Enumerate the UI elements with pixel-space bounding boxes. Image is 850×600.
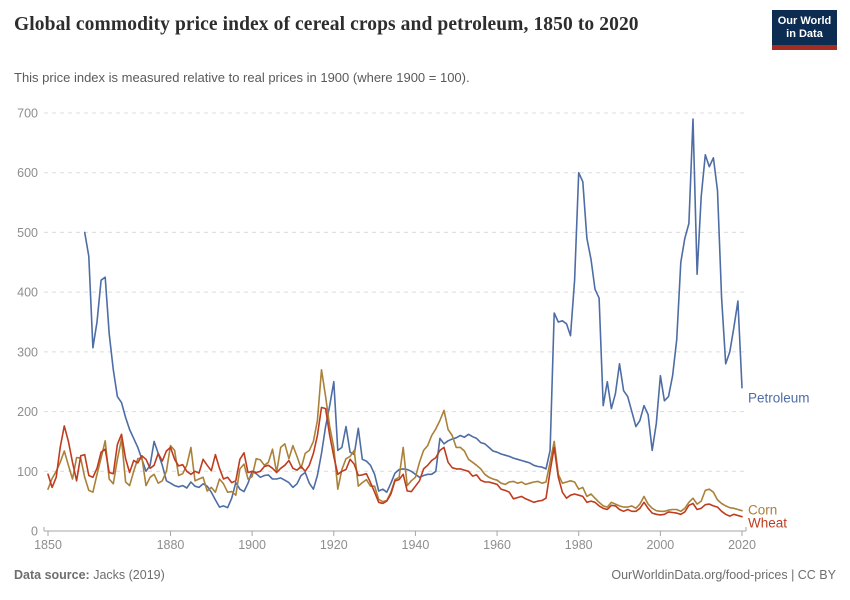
y-axis-tick-label: 100 <box>17 465 38 479</box>
credit-link[interactable]: OurWorldinData.org/food-prices | CC BY <box>611 568 836 582</box>
data-source-label: Data source: <box>14 568 90 582</box>
x-axis-tick-label: 1920 <box>320 538 348 552</box>
series-label-wheat: Wheat <box>748 516 787 531</box>
owid-logo-line1: Our World <box>777 14 832 27</box>
series-line-petroleum[interactable] <box>83 118 743 509</box>
owid-logo[interactable]: Our World in Data <box>772 10 837 50</box>
x-axis-tick-label: 1940 <box>402 538 430 552</box>
x-axis-tick-label: 1980 <box>565 538 593 552</box>
page-title: Global commodity price index of cereal c… <box>14 14 639 35</box>
y-axis-tick-label: 0 <box>31 525 38 539</box>
y-axis-tick-label: 700 <box>17 107 38 121</box>
data-source-value: Jacks (2019) <box>89 568 165 582</box>
owid-logo-line2: in Data <box>786 27 823 40</box>
x-axis-tick-label: 1880 <box>157 538 185 552</box>
x-axis-tick-label: 2000 <box>646 538 674 552</box>
x-axis-tick-label: 2020 <box>728 538 756 552</box>
y-axis-tick-label: 400 <box>17 286 38 300</box>
x-axis-tick-label: 1960 <box>483 538 511 552</box>
chart-footer: Data source: Jacks (2019) OurWorldinData… <box>14 568 836 582</box>
y-axis-tick-label: 500 <box>17 226 38 240</box>
series-label-corn: Corn <box>748 503 777 518</box>
series-label-petroleum: Petroleum <box>748 391 810 406</box>
y-axis-tick-label: 200 <box>17 405 38 419</box>
series-line-wheat[interactable] <box>47 406 743 518</box>
y-axis-tick-label: 300 <box>17 345 38 359</box>
x-axis-tick-label: 1900 <box>238 538 266 552</box>
chart-subtitle: This price index is measured relative to… <box>14 70 470 85</box>
series-line-corn[interactable] <box>47 368 743 513</box>
data-source: Data source: Jacks (2019) <box>14 568 165 582</box>
x-axis-tick-label: 1850 <box>34 538 62 552</box>
y-axis-tick-label: 600 <box>17 166 38 180</box>
